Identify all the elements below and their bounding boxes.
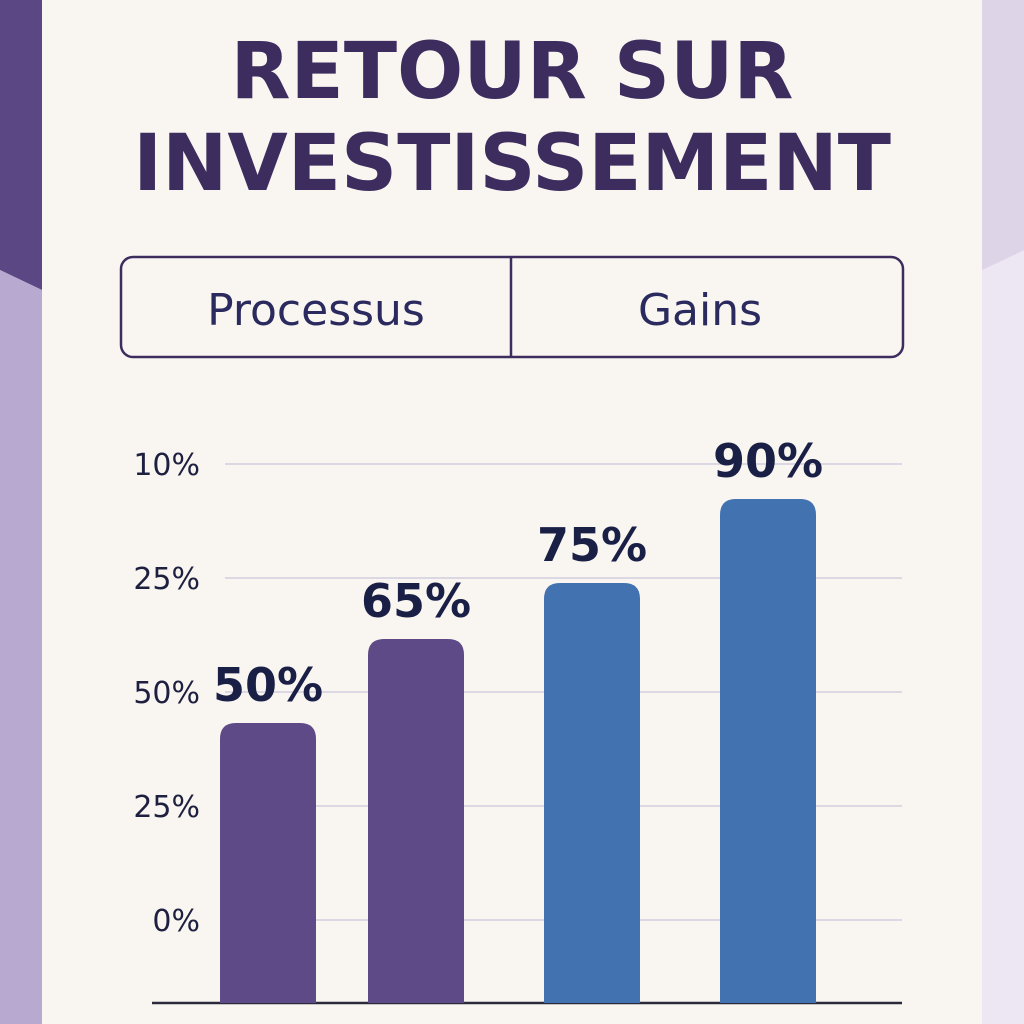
value-label: 65% xyxy=(361,574,471,628)
left-band-dark xyxy=(0,0,42,290)
panel xyxy=(42,0,982,1024)
tab-label[interactable]: Processus xyxy=(207,285,425,336)
chart-title: RETOUR SUR xyxy=(231,27,794,117)
tab-label[interactable]: Gains xyxy=(638,285,762,336)
bar xyxy=(220,723,316,1003)
y-axis-label: 10% xyxy=(133,448,200,483)
bar xyxy=(544,583,640,1003)
y-axis-label: 50% xyxy=(133,676,200,711)
right-band-light xyxy=(982,250,1024,1024)
y-axis-label: 25% xyxy=(133,562,200,597)
right-band xyxy=(982,0,1024,270)
value-label: 90% xyxy=(713,434,823,488)
value-label: 75% xyxy=(537,518,647,572)
y-axis-label: 0% xyxy=(152,904,200,939)
bar xyxy=(720,499,816,1003)
chart-title: INVESTISSEMENT xyxy=(133,119,891,209)
bar xyxy=(368,639,464,1003)
y-axis-label: 25% xyxy=(133,790,200,825)
left-band-light xyxy=(0,270,42,1024)
value-label: 50% xyxy=(213,658,323,712)
